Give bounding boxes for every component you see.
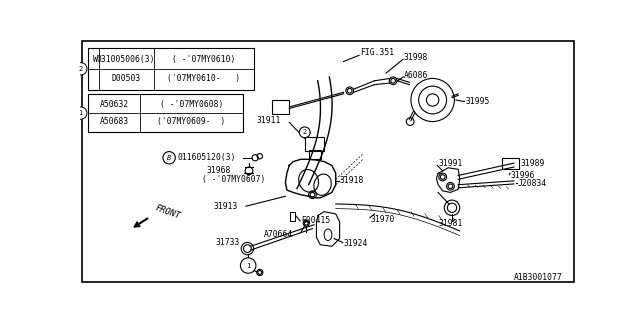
Circle shape (75, 107, 87, 119)
Text: 31911: 31911 (257, 116, 281, 125)
Text: 31996: 31996 (510, 171, 534, 180)
Text: A1B3001077: A1B3001077 (514, 273, 563, 282)
Text: ( -'07MY0608): ( -'07MY0608) (160, 100, 223, 109)
Text: A70664: A70664 (264, 230, 293, 239)
Bar (290, 212, 296, 221)
Circle shape (163, 152, 175, 164)
Text: B: B (167, 155, 172, 161)
Bar (502, 158, 520, 169)
Circle shape (300, 127, 310, 138)
Text: 1: 1 (79, 110, 83, 116)
Text: 31924: 31924 (344, 239, 368, 249)
Text: 31913: 31913 (213, 202, 237, 211)
Text: 2: 2 (79, 66, 83, 72)
Text: 31995: 31995 (465, 97, 490, 106)
Text: 31998: 31998 (404, 53, 428, 62)
Text: A50632: A50632 (99, 100, 129, 109)
Text: 031005006(3): 031005006(3) (97, 55, 156, 64)
Text: 31733: 31733 (216, 238, 240, 247)
Text: 31981: 31981 (439, 219, 463, 228)
Text: 31970: 31970 (371, 215, 395, 224)
Text: E00415: E00415 (301, 216, 330, 225)
Bar (308, 150, 321, 159)
Bar (272, 100, 289, 114)
Text: 2: 2 (303, 129, 307, 135)
Text: ( -'07MY0607): ( -'07MY0607) (202, 175, 266, 184)
Text: FIG.351: FIG.351 (360, 48, 395, 57)
Text: ('07MY0609-  ): ('07MY0609- ) (157, 117, 226, 126)
Text: 31989: 31989 (520, 159, 545, 168)
Circle shape (241, 258, 256, 273)
Text: D00503: D00503 (111, 74, 141, 83)
Text: FRONT: FRONT (154, 204, 181, 221)
Text: 31991: 31991 (438, 159, 463, 168)
Text: W: W (93, 55, 98, 64)
Circle shape (75, 63, 87, 75)
Text: A50683: A50683 (99, 117, 129, 126)
Bar (88, 48, 254, 90)
Text: 1: 1 (246, 262, 250, 268)
Text: ('07MY0610-   ): ('07MY0610- ) (168, 74, 241, 83)
Bar (305, 137, 324, 151)
Text: 011605120(3): 011605120(3) (178, 153, 236, 162)
Text: 31968: 31968 (206, 166, 230, 175)
Text: 31918: 31918 (340, 176, 364, 185)
Bar (88, 94, 243, 132)
Text: A6086: A6086 (404, 71, 428, 80)
Text: ( -'07MY0610): ( -'07MY0610) (172, 55, 236, 64)
Text: J20834: J20834 (518, 179, 547, 188)
